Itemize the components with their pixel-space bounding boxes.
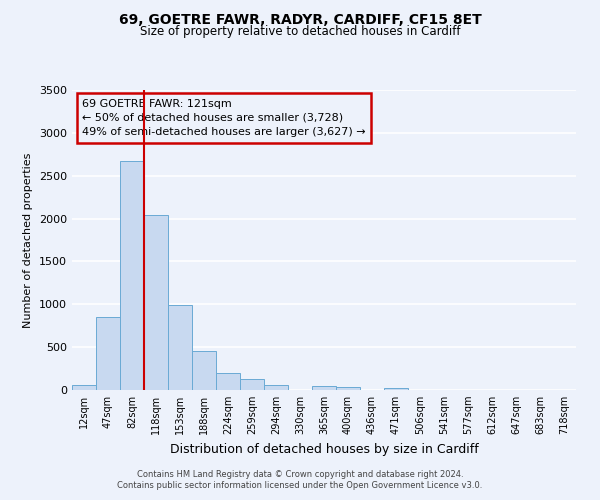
Bar — [384, 388, 408, 390]
Bar — [312, 386, 336, 390]
Bar — [96, 317, 120, 390]
Bar — [264, 386, 288, 390]
Bar — [144, 215, 168, 390]
Bar — [192, 352, 216, 390]
Bar — [240, 379, 264, 390]
Text: Distribution of detached houses by size in Cardiff: Distribution of detached houses by size … — [170, 442, 478, 456]
Text: Contains public sector information licensed under the Open Government Licence v3: Contains public sector information licen… — [118, 481, 482, 490]
Bar — [168, 304, 192, 390]
Bar — [120, 161, 144, 390]
Bar — [336, 388, 360, 390]
Bar — [216, 373, 240, 390]
Text: 69, GOETRE FAWR, RADYR, CARDIFF, CF15 8ET: 69, GOETRE FAWR, RADYR, CARDIFF, CF15 8E… — [119, 12, 481, 26]
Y-axis label: Number of detached properties: Number of detached properties — [23, 152, 34, 328]
Text: Contains HM Land Registry data © Crown copyright and database right 2024.: Contains HM Land Registry data © Crown c… — [137, 470, 463, 479]
Bar — [72, 386, 96, 390]
Text: Size of property relative to detached houses in Cardiff: Size of property relative to detached ho… — [140, 25, 460, 38]
Text: 69 GOETRE FAWR: 121sqm
← 50% of detached houses are smaller (3,728)
49% of semi-: 69 GOETRE FAWR: 121sqm ← 50% of detached… — [82, 99, 366, 137]
